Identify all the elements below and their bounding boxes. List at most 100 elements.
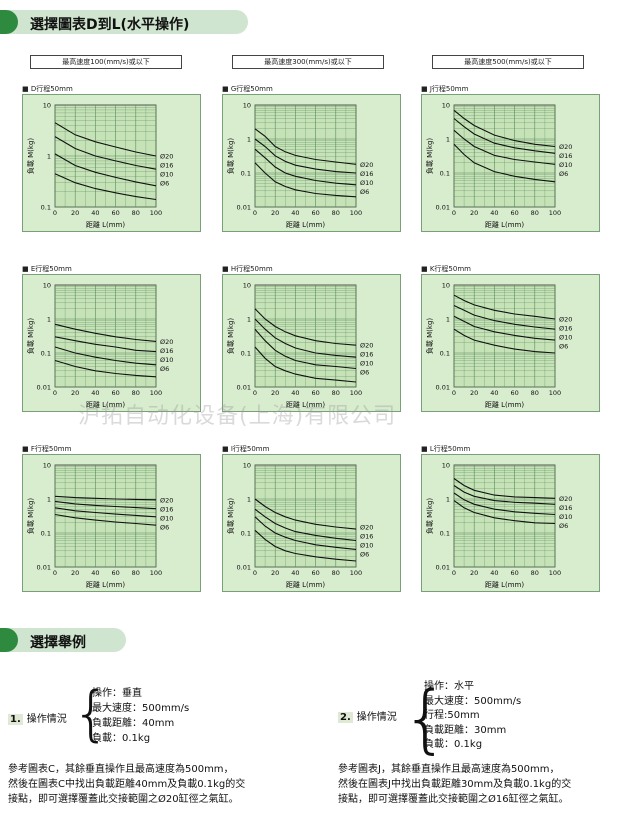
series-line-Ø6 <box>453 500 556 525</box>
example-1-line: 最大速度：500mm/s <box>92 703 190 714</box>
chart-title: ■ K行程50mm <box>421 265 471 273</box>
series-label: Ø10 <box>360 179 373 187</box>
x-tick-label: 40 <box>91 569 99 577</box>
x-tick-label: 20 <box>470 569 478 577</box>
x-tick-label: 0 <box>53 209 57 217</box>
chart-panel: 0.01 0.1 1 10 0 20 40 60 80 100 距離 L(mm) 負載 M(kg) Ø2… <box>421 274 600 412</box>
x-tick-label: 0 <box>53 569 57 577</box>
y-tick-label: 1 <box>446 316 450 324</box>
example-2-line: 最大速度：500mm/s <box>424 695 522 707</box>
series-label: Ø20 <box>360 161 373 169</box>
series-label: Ø6 <box>360 188 369 196</box>
x-tick-label: 0 <box>452 389 456 397</box>
example-1-details: 操作：垂直 最大速度：500mm/s 負載距離：40mm 負載：0.1kg <box>92 686 189 746</box>
y-tick-label: 0.01 <box>436 384 450 392</box>
y-tick-label: 10 <box>43 282 51 290</box>
example-2-details: 操作：水平 最大速度：500mm/s 行程:50mm 負載距離：30mm 負載：… <box>424 680 521 753</box>
series-line-Ø10 <box>453 315 556 341</box>
series-line-Ø6 <box>453 328 556 354</box>
example-1-line: 負載距離：40mm <box>92 718 175 729</box>
series-line-Ø10 <box>254 148 357 186</box>
x-tick-label: 80 <box>332 209 340 217</box>
chart-title: ■ F行程50mm <box>22 445 72 453</box>
section-header-chart-selection: 選擇圖表D到L(水平操作) <box>0 10 248 34</box>
series-label: Ø16 <box>559 152 572 160</box>
x-tick-label: 40 <box>291 389 299 397</box>
series-label: Ø10 <box>160 356 173 364</box>
series-line-Ø6 <box>54 359 157 378</box>
example-1-label: 1. 操作情況 <box>8 710 67 725</box>
series-line-Ø16 <box>54 500 157 510</box>
speed-label-100: 最高速度100(mm/s)或以下 <box>30 55 182 69</box>
x-axis-label: 距離 L(mm) <box>86 220 125 229</box>
x-tick-label: 100 <box>350 209 362 217</box>
series-line-Ø20 <box>54 122 157 157</box>
series-line-Ø16 <box>54 136 157 170</box>
series-label: Ø10 <box>160 514 173 522</box>
x-tick-label: 80 <box>132 389 140 397</box>
chart-panel: 0.01 0.1 1 10 0 20 40 60 80 100 距離 L(mm) 負載 M(kg) Ø2… <box>421 454 600 592</box>
x-axis-label: 距離 L(mm) <box>286 400 325 409</box>
y-tick-label: 0.1 <box>440 530 450 538</box>
x-tick-label: 40 <box>91 209 99 217</box>
y-tick-label: 10 <box>442 462 450 470</box>
series-line-Ø6 <box>254 162 357 198</box>
series-line-Ø16 <box>453 305 556 330</box>
x-tick-label: 0 <box>452 209 456 217</box>
x-tick-label: 80 <box>531 209 539 217</box>
y-axis-label: 負載 M(kg) <box>226 498 235 534</box>
x-tick-label: 40 <box>91 389 99 397</box>
example-2-line: 操作：水平 <box>424 681 474 692</box>
y-tick-label: 10 <box>43 102 51 110</box>
chart-panel: 0.01 0.1 1 10 0 20 40 60 80 100 距離 L(mm) 負載 M(kg) Ø2… <box>22 454 201 592</box>
x-tick-label: 100 <box>549 209 561 217</box>
x-tick-label: 20 <box>71 209 79 217</box>
y-tick-label: 1 <box>247 496 251 504</box>
series-label: Ø10 <box>559 161 572 169</box>
x-axis-label: 距離 L(mm) <box>86 580 125 589</box>
y-tick-label: 1 <box>247 136 251 144</box>
x-tick-label: 100 <box>350 389 362 397</box>
brace-2: { <box>402 676 450 762</box>
series-label: Ø6 <box>559 522 568 530</box>
y-tick-label: 1 <box>247 316 251 324</box>
y-axis-label: 負載 M(kg) <box>226 138 235 174</box>
chart-title: ■ D行程50mm <box>22 85 73 93</box>
series-label: Ø10 <box>360 360 373 368</box>
x-tick-label: 80 <box>531 389 539 397</box>
example-2-reference: 參考圖表J，其餘垂直操作且最高速度為500mm， 然後在圖表J中找出負載距離30… <box>338 762 571 807</box>
x-tick-label: 20 <box>470 389 478 397</box>
series-label: Ø6 <box>160 180 169 188</box>
chart-title: ■ H行程50mm <box>222 265 273 273</box>
example-1-reference: 參考圖表C，其餘垂直操作且最高速度為500mm， 然後在圖表C中找出負載距離40… <box>8 762 245 807</box>
series-line-Ø6 <box>254 529 357 562</box>
x-tick-label: 40 <box>490 569 498 577</box>
x-tick-label: 100 <box>150 569 162 577</box>
x-tick-label: 40 <box>291 209 299 217</box>
example-2-caption: 操作情況 <box>356 712 397 723</box>
ref-line: 參考圖表J，其餘垂直操作且最高速度為500mm， <box>338 764 560 775</box>
x-tick-label: 0 <box>253 389 257 397</box>
example-2-number: 2. <box>338 712 353 723</box>
chart-title: ■ J行程50mm <box>421 85 469 93</box>
y-tick-label: 0.1 <box>440 350 450 358</box>
y-tick-label: 0.01 <box>37 564 51 572</box>
x-tick-label: 0 <box>53 389 57 397</box>
series-line-Ø10 <box>453 129 556 165</box>
x-axis-label: 距離 L(mm) <box>485 400 524 409</box>
series-label: Ø10 <box>559 513 572 521</box>
series-line-Ø10 <box>254 516 357 550</box>
y-tick-label: 1 <box>446 496 450 504</box>
x-tick-label: 60 <box>311 209 319 217</box>
ref-line: 接點，即可選擇覆蓋此交接範圍之Ø16缸徑之氣缸。 <box>338 794 569 805</box>
x-tick-label: 60 <box>311 569 319 577</box>
y-tick-label: 1 <box>47 153 51 161</box>
speed-label-500: 最高速度500(mm/s)或以下 <box>432 55 584 69</box>
series-label: Ø20 <box>360 524 373 532</box>
series-line-Ø20 <box>54 495 157 501</box>
y-axis-label: 負載 M(kg) <box>26 318 35 354</box>
x-tick-label: 100 <box>150 389 162 397</box>
